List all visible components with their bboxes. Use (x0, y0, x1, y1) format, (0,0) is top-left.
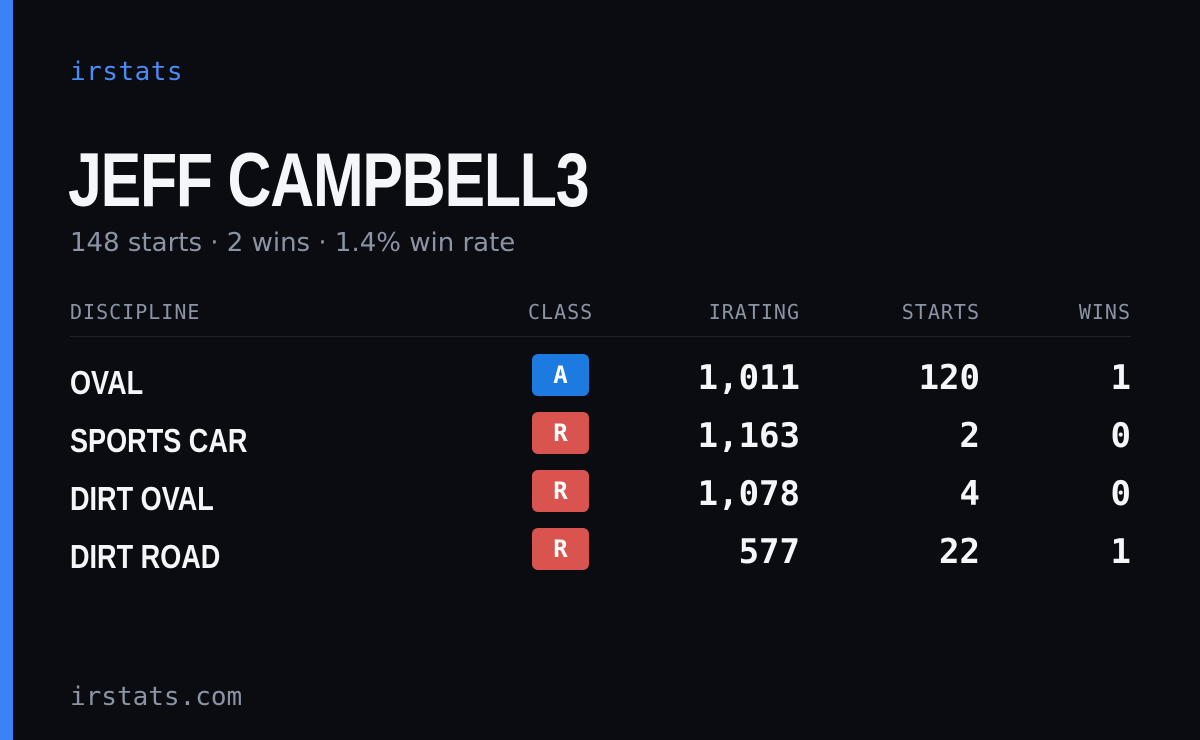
wins-value: 1 (1110, 358, 1131, 398)
footer-domain: irstats.com (70, 682, 243, 712)
header-starts: STARTS (901, 300, 980, 324)
discipline-name: DIRT OVAL (70, 480, 214, 517)
driver-name: JEFF CAMPBELL3 (68, 138, 590, 223)
discipline-name: DIRT ROAD (70, 538, 221, 575)
table-row: DIRT OVAL R 1,078 4 0 (70, 466, 1131, 524)
table-header: DISCIPLINE CLASS IRATING STARTS WINS (70, 300, 1131, 337)
header-wins: WINS (1078, 300, 1131, 324)
table-row: OVAL A 1,011 120 1 (70, 350, 1131, 408)
irating-value: 1,163 (697, 416, 800, 456)
discipline-name: SPORTS CAR (70, 422, 248, 459)
header-discipline: DISCIPLINE (70, 300, 201, 324)
driver-summary: 148 starts · 2 wins · 1.4% win rate (70, 228, 516, 258)
irating-value: 1,011 (697, 358, 800, 398)
wins-value: 1 (1110, 532, 1131, 572)
license-class-badge: R (532, 412, 589, 454)
table-row: SPORTS CAR R 1,163 2 0 (70, 408, 1131, 466)
table-body: OVAL A 1,011 120 1 SPORTS CAR R 1,163 2 … (70, 350, 1131, 582)
brand-logo-text: irstats (70, 57, 184, 87)
starts-value: 22 (939, 532, 980, 572)
starts-value: 2 (959, 416, 980, 456)
header-irating: IRATING (708, 300, 800, 324)
discipline-name: OVAL (70, 364, 144, 401)
wins-value: 0 (1110, 416, 1131, 456)
license-class-badge: R (532, 470, 589, 512)
table-row: DIRT ROAD R 577 22 1 (70, 524, 1131, 582)
irating-value: 577 (738, 532, 800, 572)
irating-value: 1,078 (697, 474, 800, 514)
header-class: CLASS (528, 300, 594, 324)
license-class-badge: A (532, 354, 589, 396)
starts-value: 4 (959, 474, 980, 514)
wins-value: 0 (1110, 474, 1131, 514)
starts-value: 120 (918, 358, 980, 398)
license-class-badge: R (532, 528, 589, 570)
accent-bar (0, 0, 13, 740)
